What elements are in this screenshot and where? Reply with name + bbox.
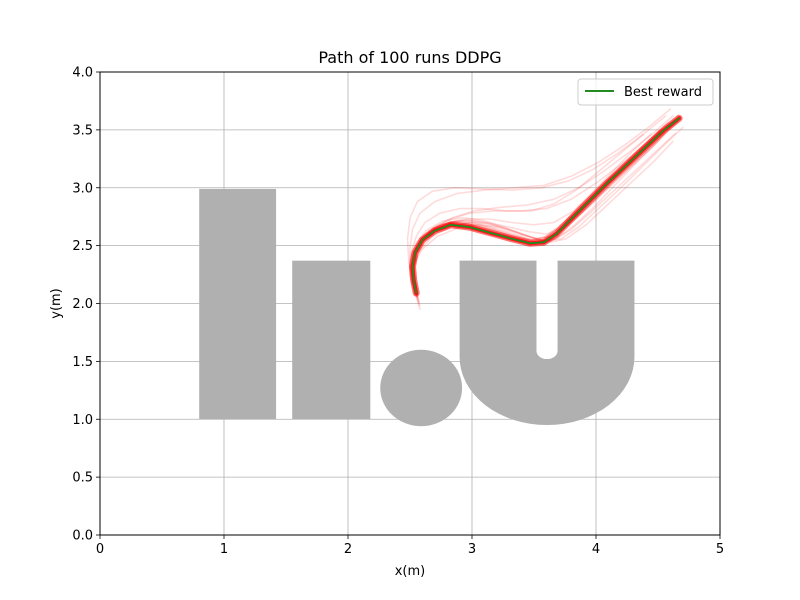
x-tick-label: 2 [344, 542, 352, 557]
y-tick-label: 0.0 [72, 529, 93, 544]
run-path [412, 140, 674, 298]
x-tick-label: 4 [592, 542, 600, 557]
x-axis-label: x(m) [395, 564, 426, 579]
y-tick-label: 4.0 [72, 66, 93, 81]
y-tick-label: 0.5 [72, 471, 93, 486]
legend-label-best-reward: Best reward [624, 85, 702, 100]
x-tick-label: 3 [468, 542, 476, 557]
best-reward-line [411, 117, 680, 295]
x-tick-label: 0 [96, 542, 104, 557]
run-path [410, 115, 667, 291]
run-path [409, 108, 672, 289]
run-path [406, 133, 644, 284]
x-tick-label: 5 [716, 542, 724, 557]
obstacle-dot [380, 349, 463, 427]
x-ticks: 0 1 2 3 4 5 [96, 535, 724, 557]
y-tick-label: 2.5 [72, 239, 93, 254]
obstacle-letter-u [459, 260, 635, 426]
obstacle-letter-l [199, 188, 277, 420]
y-tick-label: 1.0 [72, 413, 93, 428]
chart-title: Path of 100 runs DDPG [318, 48, 501, 67]
run-path [412, 126, 684, 303]
best-series [411, 117, 680, 295]
y-tick-label: 1.5 [72, 355, 93, 370]
legend-box [577, 78, 714, 106]
y-ticks: 0.0 0.5 1.0 1.5 2.0 2.5 3.0 3.5 4.0 [72, 66, 100, 544]
obstacles [199, 188, 635, 427]
x-tick-label: 1 [220, 542, 228, 557]
y-tick-label: 3.5 [72, 123, 93, 138]
y-tick-label: 3.0 [72, 181, 93, 196]
obstacle-letter-i-stem [292, 260, 371, 420]
y-axis-label: y(m) [49, 288, 64, 319]
y-tick-label: 2.0 [72, 297, 93, 312]
legend: Best reward [577, 78, 714, 106]
